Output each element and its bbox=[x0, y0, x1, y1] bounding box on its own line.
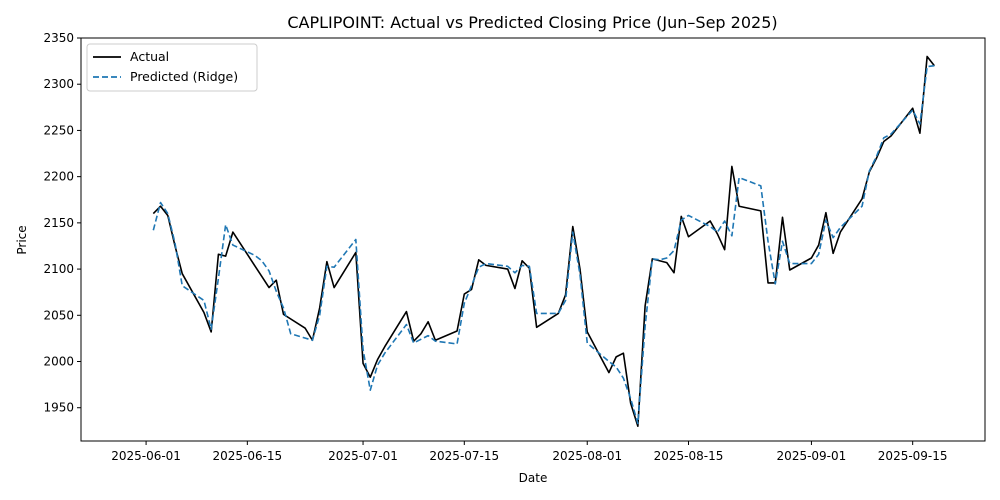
series-line-predicted bbox=[152, 64, 935, 425]
x-tick-label: 2025-07-01 bbox=[328, 449, 398, 463]
y-tick-label: 2250 bbox=[43, 123, 74, 137]
y-tick-label: 2150 bbox=[43, 216, 74, 230]
legend-box bbox=[86, 43, 258, 92]
legend-label-predicted: Predicted (Ridge) bbox=[130, 69, 238, 84]
y-tick-label: 2300 bbox=[43, 77, 74, 91]
y-tick-label: 2050 bbox=[43, 308, 74, 322]
x-tick-label: 2025-09-01 bbox=[777, 449, 847, 463]
x-axis-label: Date bbox=[519, 471, 548, 485]
x-tick-label: 2025-06-01 bbox=[111, 449, 181, 463]
x-tick-label: 2025-06-15 bbox=[212, 449, 282, 463]
y-tick-label: 2100 bbox=[43, 262, 74, 276]
x-tick-label: 2025-08-01 bbox=[552, 449, 622, 463]
plot-frame bbox=[80, 37, 986, 442]
y-tick-label: 1950 bbox=[43, 401, 74, 415]
chart-title: CAPLIPOINT: Actual vs Predicted Closing … bbox=[287, 13, 777, 32]
y-tick-label: 2200 bbox=[43, 170, 74, 184]
y-axis-label: Price bbox=[15, 225, 29, 254]
x-tick-label: 2025-07-15 bbox=[429, 449, 499, 463]
y-tick-label: 2350 bbox=[43, 31, 74, 45]
y-tick-label: 2000 bbox=[43, 355, 74, 369]
x-axis: 2025-06-01 2025-06-15 2025-07-01 2025-07-15… bbox=[111, 441, 948, 463]
legend-label-actual: Actual bbox=[130, 49, 169, 64]
legend: Actual Predicted (Ridge) bbox=[86, 43, 258, 92]
y-axis: 1950 2000 2050 2100 2150 2200 2250 2300 2350 bbox=[43, 31, 81, 415]
x-tick-label: 2025-09-15 bbox=[878, 449, 948, 463]
plot-area bbox=[152, 55, 936, 428]
x-tick-label: 2025-08-15 bbox=[654, 449, 724, 463]
series-line-actual bbox=[152, 55, 936, 428]
